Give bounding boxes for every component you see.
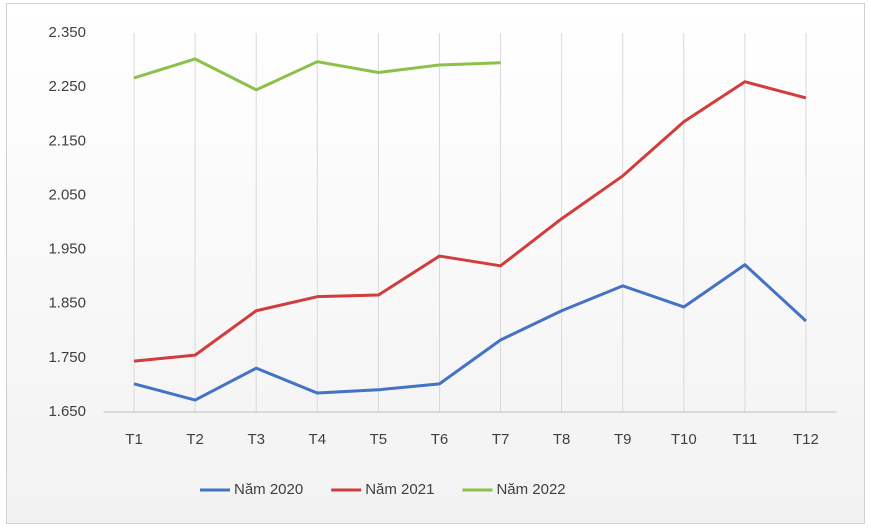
series-line [133,263,807,402]
x-tick-label: T3 [247,431,265,448]
series-line [133,80,807,363]
x-tick-label: T11 [733,431,758,448]
legend-label: Năm 2022 [496,481,565,498]
x-tick-label: T12 [793,431,819,448]
x-tick-label: T6 [431,431,449,448]
chart-frame [6,3,865,524]
y-tick-label: 2.350 [48,24,86,41]
x-tick-label: T5 [370,431,388,448]
legend-label: Năm 2020 [234,481,303,498]
y-tick-label: 1.950 [48,241,86,258]
y-tick-label: 1.850 [48,295,86,312]
x-tick-label: T1 [125,431,143,448]
x-tick-label: T2 [186,431,204,448]
x-tick-label: T7 [492,431,510,448]
y-tick-label: 1.650 [48,403,86,420]
legend-label: Năm 2021 [365,481,434,498]
x-tick-label: T8 [553,431,571,448]
y-tick-label: 2.250 [48,78,86,95]
x-tick-label: T4 [309,431,327,448]
y-tick-label: 2.050 [48,186,86,203]
x-tick-label: T9 [614,431,632,448]
y-tick-label: 2.150 [48,132,86,149]
series-line [133,57,501,92]
x-tick-label: T10 [671,431,697,448]
y-tick-label: 1.750 [48,349,86,366]
